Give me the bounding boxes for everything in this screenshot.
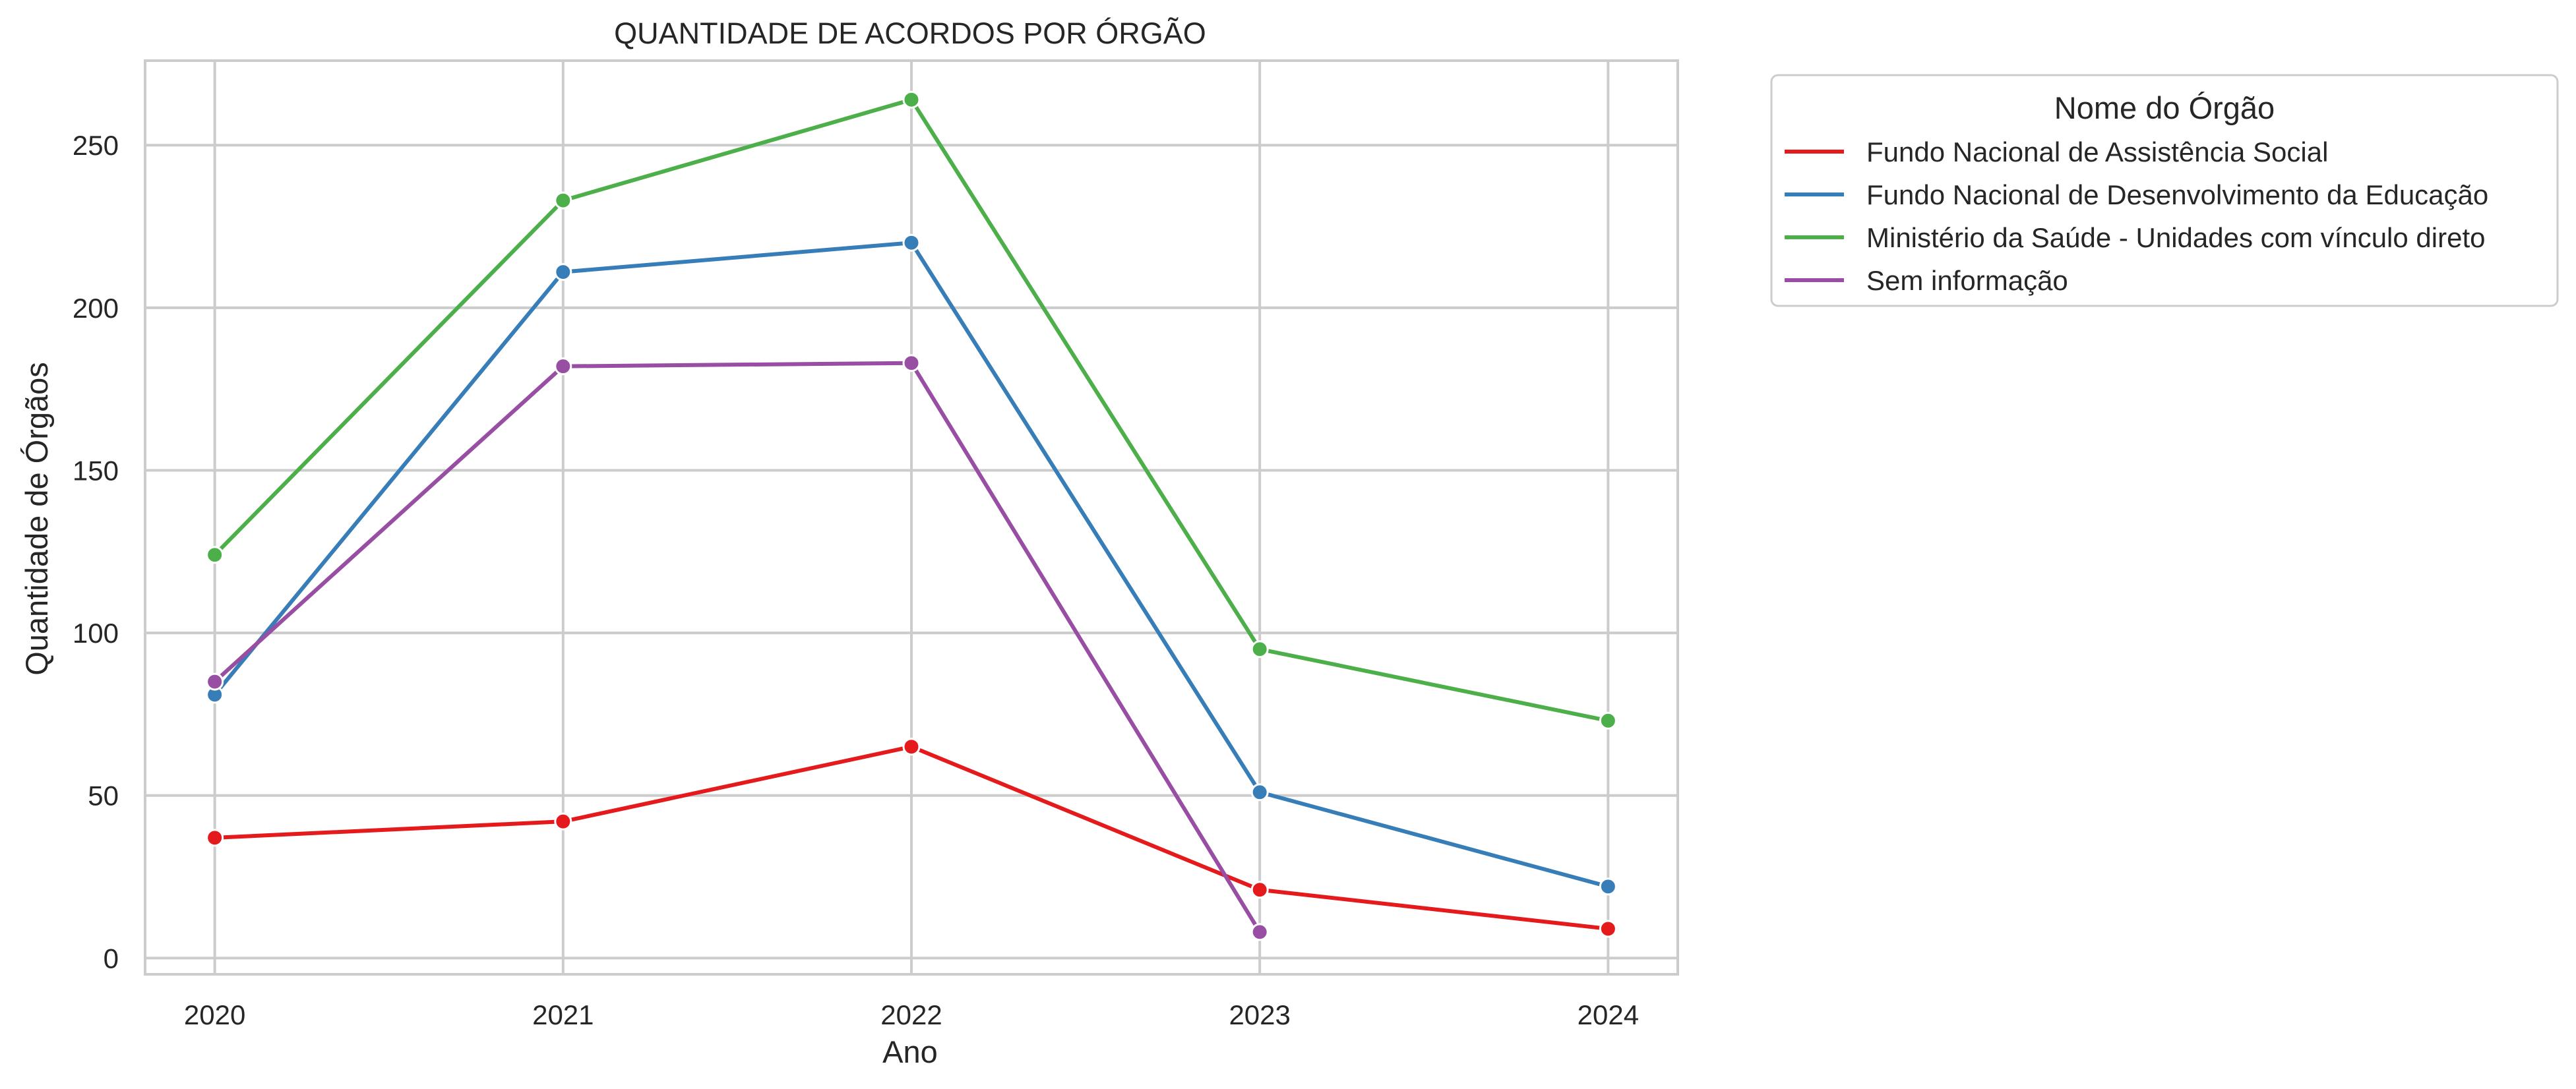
legend-label: Ministério da Saúde - Unidades com víncu… (1866, 222, 2485, 253)
y-tick-label: 200 (73, 293, 119, 324)
data-point (1599, 711, 1617, 730)
data-point (1250, 783, 1269, 802)
data-point (206, 829, 224, 847)
series-group (206, 233, 1617, 896)
legend-label: Fundo Nacional de Desenvolvimento da Edu… (1866, 179, 2488, 210)
data-point (206, 546, 224, 564)
series-group (206, 90, 1617, 730)
legend-label: Fundo Nacional de Assistência Social (1866, 136, 2328, 167)
data-point (1250, 923, 1269, 941)
data-point (1250, 881, 1269, 899)
y-tick-labels: 0 50 100 150 200 250 (73, 130, 119, 974)
legend-box (1770, 74, 2559, 307)
data-point (554, 812, 572, 831)
data-point (902, 738, 921, 756)
series-line (212, 361, 1262, 934)
legend-entries: Fundo Nacional de Assistência Social Fund… (1785, 136, 2488, 296)
x-tick-label: 2021 (532, 999, 594, 1030)
legend: Nome do Órgão Fundo Nacional de Assistên… (1770, 74, 2559, 307)
x-tick-labels: 2020 2021 2022 2023 2024 (184, 999, 1639, 1030)
data-point (554, 357, 572, 376)
data-point (1599, 877, 1617, 896)
data-point (902, 233, 921, 252)
data-point (902, 354, 921, 372)
legend-label: Sem informação (1866, 265, 2068, 296)
data-point (1599, 920, 1617, 938)
data-point (206, 672, 224, 691)
y-tick-label: 50 (88, 780, 119, 811)
x-tick-label: 2023 (1229, 999, 1290, 1030)
plot-frame (144, 59, 1679, 976)
y-tick-label: 0 (104, 943, 119, 974)
y-tick-label: 100 (73, 618, 119, 649)
series-group (206, 354, 1269, 941)
y-axis-label: Quantidade de Órgãos (19, 362, 54, 676)
y-tick-label: 250 (73, 130, 119, 161)
legend-title: Nome do Órgão (2054, 90, 2275, 125)
x-tick-label: 2020 (184, 999, 245, 1030)
x-tick-label: 2024 (1578, 999, 1639, 1030)
x-tick-label: 2022 (880, 999, 942, 1030)
chart-title: QUANTIDADE DE ACORDOS POR ÓRGÃO (614, 16, 1206, 50)
series-lines (206, 90, 1617, 941)
series-group (206, 738, 1617, 938)
x-axis-label: Ano (882, 1034, 938, 1069)
data-point (554, 191, 572, 210)
data-point (1250, 640, 1269, 659)
data-point (902, 90, 921, 109)
data-point (554, 263, 572, 281)
y-tick-label: 150 (73, 455, 119, 486)
